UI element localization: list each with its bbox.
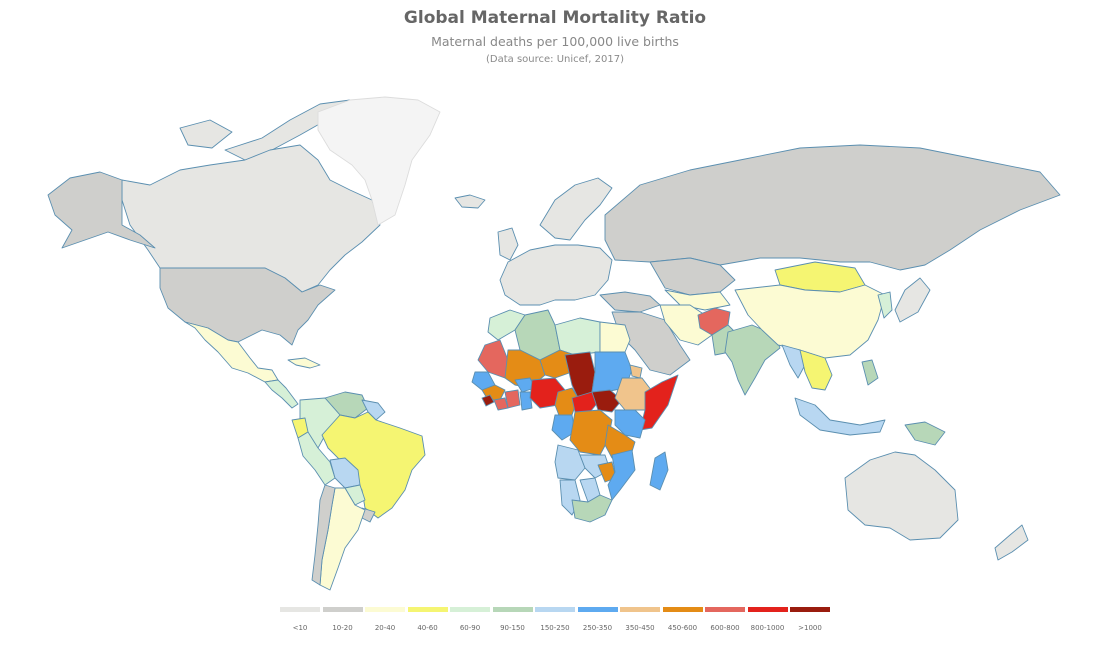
region-korea[interactable] bbox=[877, 291, 893, 319]
color-legend: <10 10-20 20-40 40-60 60-90 90-150 150-250 250-… bbox=[280, 607, 832, 637]
region-liberia[interactable] bbox=[493, 397, 509, 411]
region-russia[interactable] bbox=[604, 144, 1061, 271]
legend-item-3[interactable]: 40-60 bbox=[407, 607, 448, 637]
data-source-note: (Data source: Unicef, 2017) bbox=[485, 54, 625, 65]
legend-swatch bbox=[365, 607, 405, 612]
region-mozambique[interactable] bbox=[607, 449, 636, 501]
region-uk[interactable] bbox=[497, 227, 519, 261]
legend-item-9[interactable]: 450-600 bbox=[662, 607, 703, 637]
region-scandinavia[interactable] bbox=[539, 177, 613, 241]
legend-swatch bbox=[535, 607, 575, 612]
legend-swatch bbox=[577, 607, 618, 612]
legend-label: 10-20 bbox=[332, 624, 353, 632]
region-drc[interactable] bbox=[569, 409, 613, 456]
chart-subtitle: Maternal deaths per 100,000 live births bbox=[431, 34, 679, 49]
legend-swatch bbox=[662, 607, 703, 612]
legend-item-0[interactable]: <10 bbox=[280, 607, 320, 637]
region-ivory-coast[interactable] bbox=[504, 389, 521, 409]
legend-item-2[interactable]: 20-40 bbox=[365, 607, 405, 637]
legend-label: 40-60 bbox=[417, 624, 438, 632]
legend-label: 90-150 bbox=[500, 624, 525, 632]
legend-item-10[interactable]: 600-800 bbox=[705, 607, 745, 637]
region-indonesia[interactable] bbox=[794, 397, 886, 436]
legend-label: 150-250 bbox=[540, 624, 570, 632]
region-philippines[interactable] bbox=[861, 359, 879, 386]
legend-label: 800-1000 bbox=[750, 624, 785, 632]
legend-label: 450-600 bbox=[667, 624, 698, 632]
legend-swatch bbox=[492, 607, 533, 612]
region-alaska[interactable] bbox=[47, 171, 156, 249]
chart-title: Global Maternal Mortality Ratio bbox=[403, 8, 707, 28]
legend-item-7[interactable]: 250-350 bbox=[577, 607, 618, 637]
region-china[interactable] bbox=[734, 284, 886, 359]
legend-swatch bbox=[705, 607, 745, 612]
region-egypt[interactable] bbox=[599, 321, 631, 353]
legend-item-1[interactable]: 10-20 bbox=[322, 607, 363, 637]
region-kazakhstan[interactable] bbox=[649, 257, 736, 296]
legend-swatch bbox=[620, 607, 660, 612]
region-eritrea[interactable] bbox=[629, 364, 643, 379]
region-central-america[interactable] bbox=[264, 379, 299, 409]
legend-item-8[interactable]: 350-450 bbox=[620, 607, 660, 637]
region-sierra-leone[interactable] bbox=[481, 394, 495, 407]
region-south-africa[interactable] bbox=[571, 494, 613, 523]
region-chile[interactable] bbox=[311, 484, 336, 586]
legend-item-11[interactable]: 800-1000 bbox=[747, 607, 788, 637]
region-turkey[interactable] bbox=[599, 291, 661, 313]
legend-swatch bbox=[322, 607, 363, 612]
legend-swatch bbox=[790, 607, 830, 612]
legend-label: 250-350 bbox=[582, 624, 613, 632]
region-iceland[interactable] bbox=[454, 194, 486, 209]
legend-label: <10 bbox=[292, 624, 308, 632]
region-south-sudan[interactable] bbox=[591, 389, 623, 413]
legend-swatch bbox=[407, 607, 448, 612]
region-png[interactable] bbox=[904, 421, 946, 446]
legend-item-4[interactable]: 60-90 bbox=[450, 607, 490, 637]
region-libya[interactable] bbox=[554, 317, 601, 356]
legend-item-12[interactable]: >1000 bbox=[790, 607, 830, 637]
region-cuba[interactable] bbox=[287, 357, 321, 369]
legend-label: >1000 bbox=[798, 624, 822, 632]
region-guiana[interactable] bbox=[361, 399, 386, 421]
region-somalia[interactable] bbox=[639, 374, 679, 431]
legend-item-5[interactable]: 90-150 bbox=[492, 607, 533, 637]
legend-swatch bbox=[747, 607, 788, 612]
region-europe[interactable] bbox=[499, 244, 613, 306]
region-new-zealand[interactable] bbox=[994, 524, 1029, 561]
region-australia[interactable] bbox=[844, 451, 959, 541]
region-car[interactable] bbox=[571, 391, 601, 413]
region-kenya[interactable] bbox=[614, 409, 646, 439]
legend-swatch bbox=[280, 607, 320, 612]
region-greenland[interactable] bbox=[317, 96, 441, 226]
legend-item-6[interactable]: 150-250 bbox=[535, 607, 575, 637]
region-arctic-islands-2[interactable] bbox=[179, 119, 233, 149]
legend-label: 20-40 bbox=[374, 624, 396, 632]
legend-label: 60-90 bbox=[459, 624, 481, 632]
region-japan[interactable] bbox=[894, 277, 931, 323]
legend-label: 600-800 bbox=[710, 624, 740, 632]
legend-swatch bbox=[450, 607, 490, 612]
region-southeast-asia[interactable] bbox=[799, 349, 833, 391]
region-gabon-congo[interactable] bbox=[551, 414, 576, 441]
region-myanmar[interactable] bbox=[781, 344, 806, 379]
region-ghana[interactable] bbox=[519, 391, 533, 411]
region-madagascar[interactable] bbox=[649, 451, 669, 491]
legend-label: 350-450 bbox=[625, 624, 655, 632]
region-brazil[interactable] bbox=[321, 411, 426, 519]
